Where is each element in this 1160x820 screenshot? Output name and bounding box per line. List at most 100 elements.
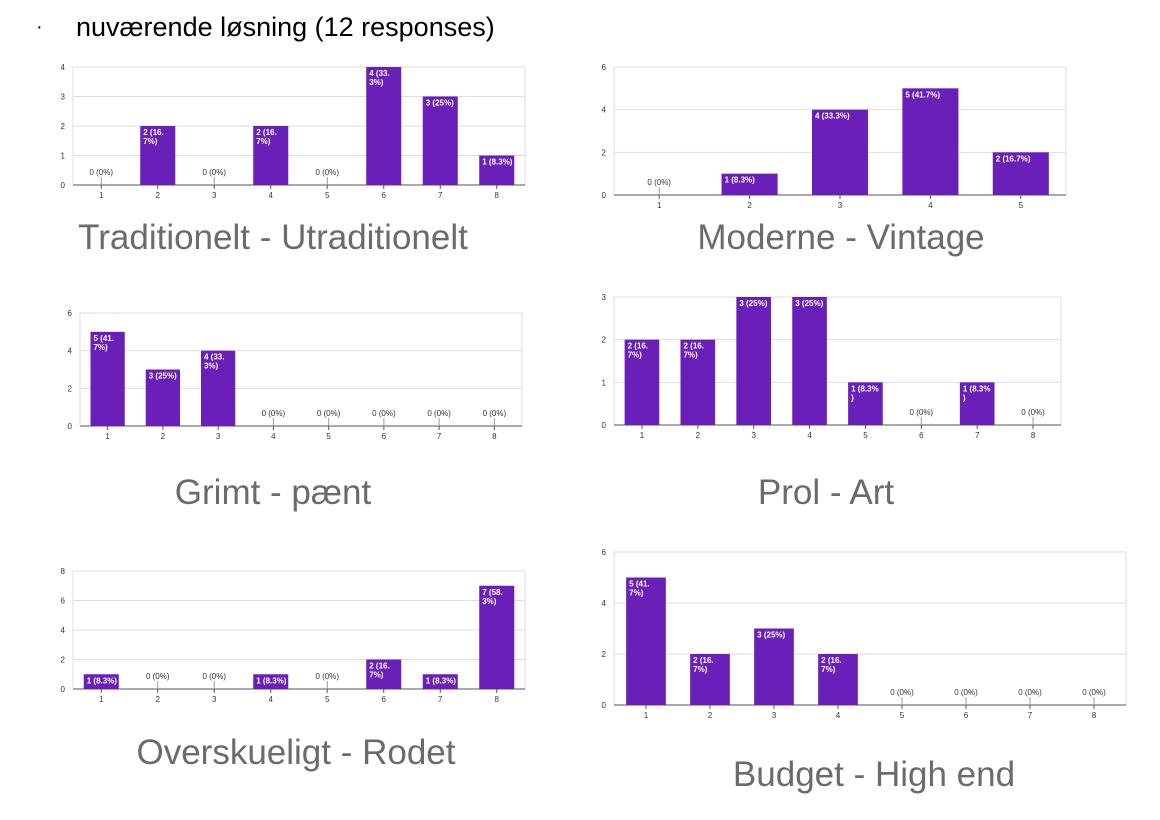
y-tick-label: 2 <box>61 656 66 665</box>
data-label: 4 (33.3%) <box>369 69 389 87</box>
chart-overskueligt: 0 2 4 6 8 1 1 (8.3%) 2 0 (0%) 3 0 (0%) 4 1 (8.3%) 5 0 … <box>55 564 535 709</box>
x-tick-label: 7 <box>438 191 443 200</box>
x-tick-label: 8 <box>1031 431 1036 440</box>
y-tick-label: 6 <box>602 63 607 72</box>
bar <box>992 152 1049 195</box>
bar <box>626 577 666 705</box>
y-tick-label: 6 <box>61 597 66 606</box>
data-label: 2 (16.7%) <box>821 656 841 674</box>
data-label: 3 (25%) <box>426 99 454 108</box>
y-tick-label: 4 <box>68 347 73 356</box>
data-label: 3 (25%) <box>739 299 767 308</box>
bar <box>736 297 772 425</box>
x-tick-label: 8 <box>492 432 497 441</box>
chart-caption: Budget - High end <box>732 755 1016 794</box>
y-tick-label: 0 <box>61 181 66 190</box>
x-tick-label: 3 <box>838 201 843 210</box>
x-tick-label: 5 <box>325 191 330 200</box>
y-tick-label: 2 <box>68 384 73 393</box>
bar <box>145 369 181 426</box>
bar <box>422 674 458 689</box>
x-tick-label: 3 <box>212 191 217 200</box>
chart-grimt: 0 2 4 6 1 5 (41. 7%) 2 3 (25%) 3 4 (33. 3%) 4 0 (0%) 5… <box>62 306 532 446</box>
bar <box>253 674 289 689</box>
data-label: 0 (0%) <box>146 672 170 681</box>
chart-prol: 0 1 2 3 1 2 (16. 7%) 2 2 (16. 7%) 3 3 (25%) 4 3 (25%)… <box>596 290 1071 445</box>
chart-svg: 0 2 4 6 1 5 (41. 7%) 2 2 (16. 7%) 3 3 (25%) 4 2 (16. 7… <box>602 548 1127 720</box>
x-tick-label: 6 <box>382 191 387 200</box>
y-tick-label: 4 <box>602 106 607 115</box>
data-label: 1 (8.3%) <box>426 676 457 685</box>
x-tick-label: 6 <box>382 432 387 441</box>
x-tick-label: 8 <box>495 191 500 200</box>
bar <box>818 654 858 705</box>
y-tick-label: 4 <box>61 626 66 635</box>
x-tick-label: 4 <box>928 201 933 210</box>
bullet-marker: · <box>36 16 43 38</box>
data-label: 2 (16.7%) <box>369 662 389 680</box>
x-tick-label: 8 <box>1092 711 1097 720</box>
x-tick-label: 1 <box>644 711 649 720</box>
x-tick-label: 4 <box>269 191 274 200</box>
x-tick-label: 4 <box>836 711 841 720</box>
data-label: 0 (0%) <box>427 409 451 418</box>
data-label: 1 (8.3%) <box>851 384 879 402</box>
chart-svg: 0 2 4 6 1 0 (0%) 2 1 (8.3%) 3 4 (33.3%) 4 5 (41.7%)… <box>602 63 1067 210</box>
data-label: 1 (8.3%) <box>482 158 513 167</box>
data-label: 0 (0%) <box>1018 688 1042 697</box>
y-tick-label: 6 <box>602 548 607 557</box>
chart-caption: Grimt - pænt <box>174 473 372 512</box>
data-label: 4 (33.3%) <box>815 112 850 121</box>
chart-caption: Traditionelt - Utraditionelt <box>78 218 468 257</box>
data-label: 7 (58. 3%) <box>482 588 502 606</box>
data-label: 0 (0%) <box>483 409 507 418</box>
data-label: 0 (0%) <box>262 409 286 418</box>
chart-svg: 0 2 4 6 8 1 1 (8.3%) 2 0 (0%) 3 0 (0%) 4 1 (8.3%) 5 0 … <box>61 567 526 704</box>
bar <box>479 585 515 689</box>
data-label: 0 (0%) <box>647 178 671 187</box>
x-tick-label: 5 <box>1019 201 1024 210</box>
bar <box>140 126 176 185</box>
x-tick-label: 7 <box>438 695 443 704</box>
y-tick-label: 2 <box>61 122 66 131</box>
bar <box>721 173 778 195</box>
data-label: 3 (25%) <box>757 631 785 640</box>
data-label: 2 (16.7%) <box>256 128 276 146</box>
x-tick-label: 1 <box>99 695 104 704</box>
data-label: 0 (0%) <box>910 408 934 417</box>
bar <box>479 155 515 185</box>
x-tick-label: 2 <box>696 431 701 440</box>
x-tick-label: 2 <box>708 711 713 720</box>
bar <box>690 654 730 705</box>
x-tick-label: 6 <box>964 711 969 720</box>
bar <box>792 297 827 425</box>
x-tick-label: 2 <box>156 191 161 200</box>
y-tick-label: 8 <box>61 567 66 576</box>
x-tick-label: 2 <box>161 432 166 441</box>
x-tick-label: 5 <box>863 431 868 440</box>
data-label: 3 (25%) <box>795 299 823 308</box>
data-label: 5 (41.7%) <box>905 90 940 99</box>
x-tick-label: 4 <box>271 432 276 441</box>
chart-budget: 0 2 4 6 1 5 (41. 7%) 2 2 (16. 7%) 3 3 (25%) 4 2 (16. 7… <box>596 545 1136 725</box>
bar <box>422 96 458 185</box>
bar <box>366 67 402 185</box>
data-label: 0 (0%) <box>202 168 226 177</box>
data-label: 0 (0%) <box>1082 688 1106 697</box>
data-label: 2 (16.7%) <box>683 342 703 360</box>
chart-caption: Prol - Art <box>757 473 895 512</box>
data-label: 5 (41.7%) <box>629 580 649 598</box>
x-tick-label: 3 <box>751 431 756 440</box>
data-label: 1 (8.3%) <box>256 676 287 685</box>
data-label: 0 (0%) <box>317 409 341 418</box>
x-tick-label: 6 <box>382 695 387 704</box>
chart-svg: 0 1 2 3 4 1 0 (0%) 2 2 (16. 7%) 3 0 (0%) 4 2 (16. 7%) 5… <box>61 63 526 200</box>
page-header: · nuværende løsning (12 responses) <box>36 12 495 43</box>
y-tick-label: 2 <box>602 336 607 345</box>
x-tick-label: 5 <box>325 695 330 704</box>
y-tick-label: 0 <box>602 421 607 430</box>
bar <box>83 674 119 689</box>
y-tick-label: 0 <box>68 422 73 431</box>
chart-svg: 0 2 4 6 1 5 (41. 7%) 2 3 (25%) 3 4 (33. 3%) 4 0 (0%) 5… <box>68 309 523 441</box>
x-tick-label: 5 <box>900 711 905 720</box>
